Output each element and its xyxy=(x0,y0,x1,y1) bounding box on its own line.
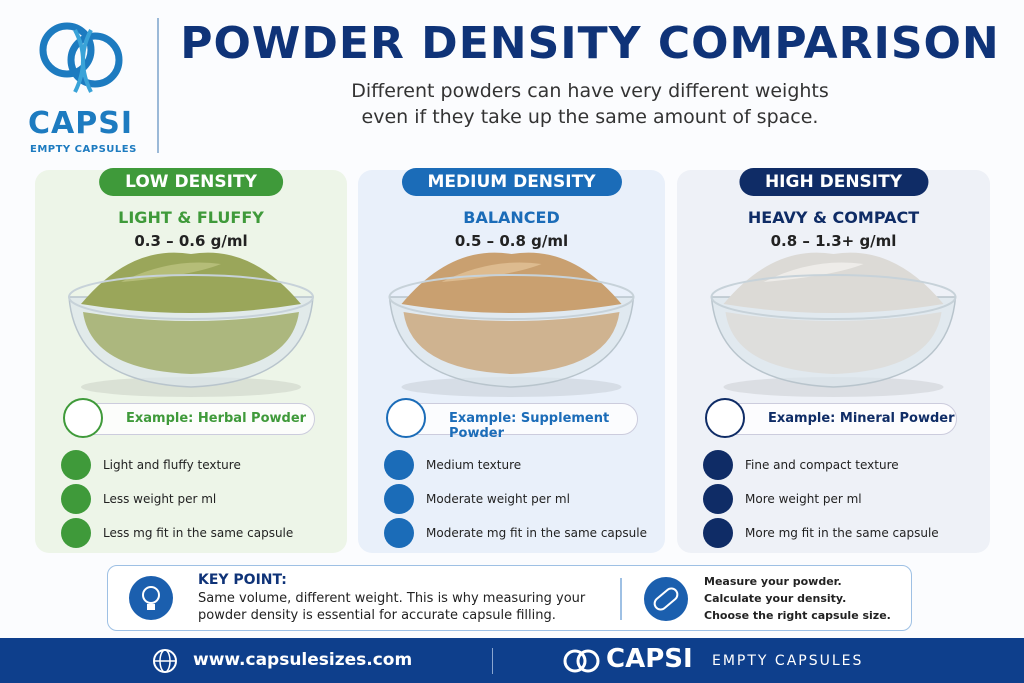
badge: HIGH DENSITY xyxy=(738,168,929,196)
capsule-icon xyxy=(644,577,688,621)
powder-bowl xyxy=(68,252,314,397)
feature: Moderate mg fit in the same capsule xyxy=(426,526,647,540)
badge: MEDIUM DENSITY xyxy=(401,168,622,196)
key-text: powder density is essential for accurate… xyxy=(198,608,556,623)
feature-icon xyxy=(384,484,414,514)
feature-icon xyxy=(703,484,733,514)
divider xyxy=(620,578,622,620)
feature: More mg fit in the same capsule xyxy=(745,526,939,540)
subtitle: Different powders can have very differen… xyxy=(351,80,829,102)
badge: LOW DENSITY xyxy=(99,168,283,196)
logo-name: CAPSI xyxy=(28,106,133,141)
feature-icon xyxy=(61,484,91,514)
title: POWDER DENSITY COMPARISON xyxy=(180,18,1000,69)
heading: HEAVY & COMPACT xyxy=(747,208,920,227)
divider xyxy=(157,18,159,153)
feature: Moderate weight per ml xyxy=(426,492,570,506)
example: Example: Mineral Powder xyxy=(707,403,957,435)
subtitle: even if they take up the same amount of … xyxy=(361,106,819,128)
range: 0.3 – 0.6 g/ml xyxy=(134,232,248,250)
density-card: LOW DENSITY LIGHT & FLUFFY 0.3 – 0.6 g/ml … xyxy=(35,168,347,553)
feature-icon xyxy=(703,450,733,480)
example: Example: Supplement Powder xyxy=(388,403,638,441)
feature: Light and fluffy texture xyxy=(103,458,241,472)
feature: Medium texture xyxy=(426,458,522,472)
brand-tagline: EMPTY CAPSULES xyxy=(712,653,864,669)
range: 0.5 – 0.8 g/ml xyxy=(454,232,569,250)
example-icon xyxy=(63,398,103,438)
feature-icon xyxy=(61,450,91,480)
powder-bowl xyxy=(388,252,635,397)
feature-icon xyxy=(703,518,733,548)
feature: More weight per ml xyxy=(745,492,862,506)
density-card: HIGH DENSITY HEAVY & COMPACT 0.8 – 1.3+ g/… xyxy=(677,168,990,553)
step: Choose the right capsule size. xyxy=(704,609,891,622)
logo-tagline: EMPTY CAPSULES xyxy=(30,144,137,155)
key-label: KEY POINT: xyxy=(198,572,287,588)
example-icon xyxy=(386,398,426,438)
brand: CAPSI xyxy=(606,644,693,674)
feature-icon xyxy=(61,518,91,548)
step: Calculate your density. xyxy=(704,592,847,605)
bulb-icon xyxy=(129,576,173,620)
feature: Less mg fit in the same capsule xyxy=(103,526,294,540)
key-text: Same volume, different weight. This is w… xyxy=(198,591,586,606)
range: 0.8 – 1.3+ g/ml xyxy=(770,232,897,250)
key-point: KEY POINT: Same volume, different weight… xyxy=(107,565,912,631)
feature: Less weight per ml xyxy=(103,492,217,506)
step: Measure your powder. xyxy=(704,575,842,588)
heading: BALANCED xyxy=(463,208,560,227)
density-card: MEDIUM DENSITY BALANCED 0.5 – 0.8 g/ml Exa… xyxy=(358,168,665,553)
example-icon xyxy=(705,398,745,438)
powder-bowl xyxy=(710,252,957,397)
feature-icon xyxy=(384,450,414,480)
divider xyxy=(492,648,493,674)
heading: LIGHT & FLUFFY xyxy=(118,208,264,227)
example: Example: Herbal Powder xyxy=(65,403,315,435)
logo-icon xyxy=(39,22,123,93)
website: www.capsulesizes.com xyxy=(193,650,413,670)
feature-icon xyxy=(384,518,414,548)
feature: Fine and compact texture xyxy=(745,458,899,472)
brand-icon xyxy=(563,649,600,673)
footer: www.capsulesizes.com CAPSI EMPTY CAPSULE… xyxy=(0,638,1024,683)
globe-icon xyxy=(153,649,177,673)
